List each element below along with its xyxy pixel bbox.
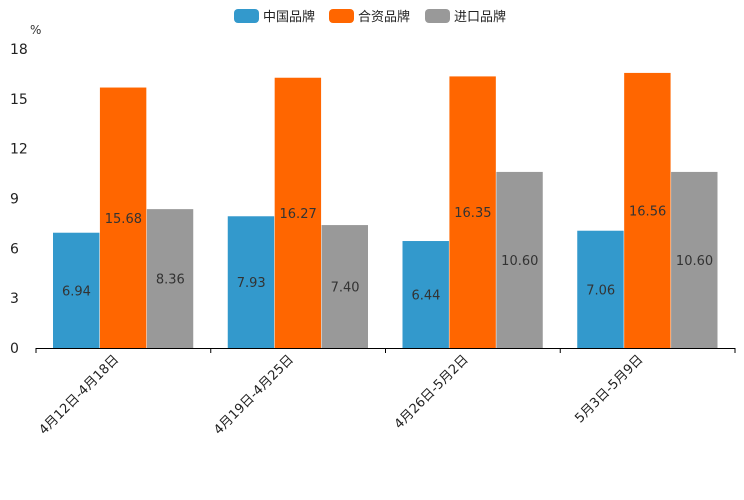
bar-value-label: 7.06 (586, 283, 615, 298)
y-tick-label: 18 (10, 42, 28, 58)
bar[interactable] (146, 209, 194, 348)
legend-label: 中国品牌 (263, 9, 315, 25)
bar[interactable] (53, 232, 100, 348)
bar-value-label: 7.40 (331, 281, 360, 296)
bar-value-label: 16.27 (280, 207, 317, 222)
bar[interactable] (671, 171, 718, 348)
bar[interactable] (321, 225, 368, 348)
legend-label: 进口品牌 (454, 9, 506, 25)
bar[interactable] (274, 77, 322, 349)
y-tick-label: 9 (10, 192, 19, 208)
y-tick-label: 12 (10, 142, 28, 158)
bar-value-label: 6.44 (411, 289, 440, 304)
y-tick-label: 3 (10, 291, 19, 307)
bar-value-label: 7.93 (237, 276, 266, 291)
legend-item[interactable]: 中国品牌 (234, 9, 315, 25)
bar-group: 7.93 16.27 7.40 (227, 77, 368, 349)
bar[interactable] (577, 230, 624, 348)
bars: 6.94 15.68 8.36 7.93 16.27 7.40 6.44 16.35 10.60… (53, 72, 718, 349)
bar[interactable] (402, 241, 449, 348)
y-axis-unit-label: % (30, 23, 41, 37)
legend-item[interactable]: 合资品牌 (329, 9, 410, 25)
x-axis: 4月12日-4月18日 4月19日-4月25日 4月26日-5月2日 5月3日-5月9… (35, 348, 736, 438)
bar-value-label: 10.60 (676, 254, 713, 269)
bar-value-label: 15.68 (105, 212, 142, 227)
x-tick-label: 5月3日-5月9日 (572, 352, 646, 426)
y-tick-label: 6 (10, 241, 19, 257)
bar-value-label: 8.36 (156, 273, 185, 288)
bar[interactable] (227, 216, 275, 348)
y-axis: 0 3 6 9 12 15 18 (10, 42, 28, 357)
bar[interactable] (99, 87, 147, 348)
bar-value-label: 16.56 (629, 204, 666, 219)
x-tick-label: 4月26日-5月2日 (392, 352, 472, 432)
bar-group: 6.44 16.35 10.60 (402, 76, 543, 349)
legend-swatch (425, 9, 450, 23)
bar[interactable] (449, 76, 496, 349)
y-tick-label: 0 (10, 341, 19, 357)
bar-group: 7.06 16.56 10.60 (577, 72, 718, 349)
bar[interactable] (624, 72, 671, 349)
bar-value-label: 16.35 (454, 206, 491, 221)
bar-value-label: 6.94 (62, 284, 91, 299)
x-tick-label: 4月12日-4月18日 (36, 352, 122, 438)
bar-group: 6.94 15.68 8.36 (53, 87, 194, 348)
x-tick-label: 4月19日-4月25日 (211, 352, 297, 438)
bar-value-label: 10.60 (501, 254, 538, 269)
legend: 中国品牌 合资品牌 进口品牌 (234, 9, 506, 25)
legend-label: 合资品牌 (358, 9, 410, 25)
bar[interactable] (496, 171, 543, 348)
legend-swatch (234, 9, 259, 23)
y-tick-label: 15 (10, 92, 28, 108)
legend-swatch (329, 9, 354, 23)
legend-item[interactable]: 进口品牌 (425, 9, 506, 25)
